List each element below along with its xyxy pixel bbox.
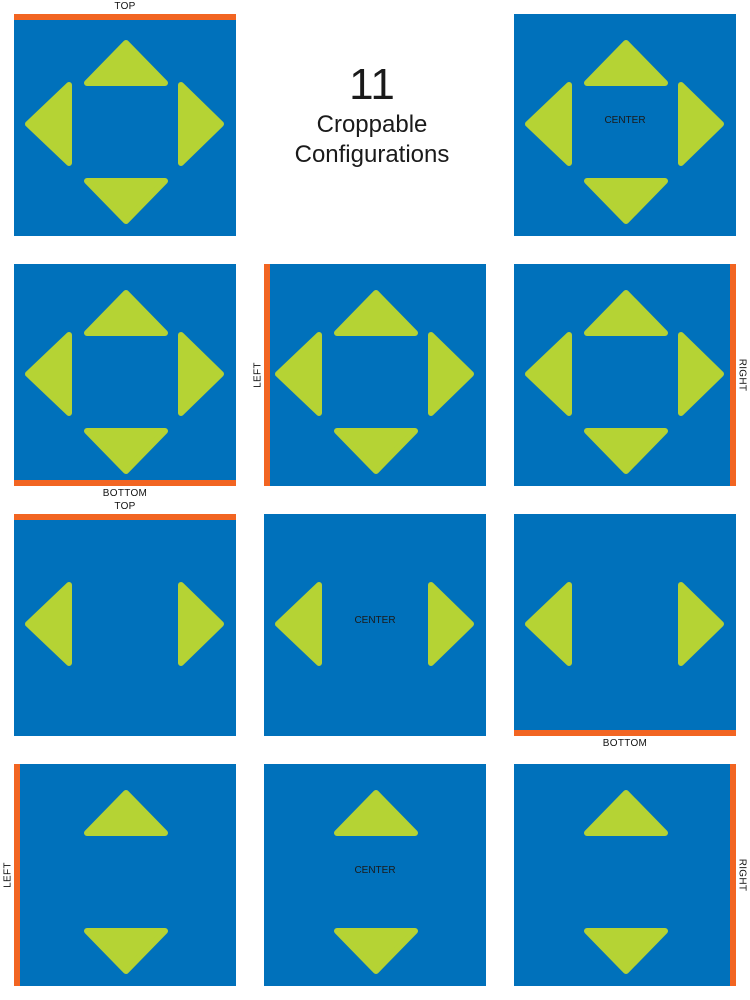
config-tile-four-arrows-bottom (14, 264, 236, 486)
arrow-right-icon (178, 82, 224, 166)
heading-line-1: Croppable (316, 111, 428, 138)
arrow-up-icon (334, 790, 418, 836)
edge-bar-top (14, 14, 236, 20)
config-tile-vertical-arrows-center: CENTER (264, 764, 486, 986)
arrow-left-icon (275, 332, 322, 416)
arrow-right-icon (678, 82, 724, 166)
edge-label-left: LEFT (2, 862, 14, 888)
edge-bar-right (730, 764, 736, 986)
arrows-graphic (25, 40, 224, 224)
arrow-left-icon (25, 82, 72, 166)
edge-bar-top (14, 514, 236, 520)
arrow-right-icon (678, 582, 724, 666)
edge-label-bottom: BOTTOM (602, 738, 648, 749)
arrows-graphic (584, 790, 668, 974)
edge-bar-left (14, 764, 20, 986)
config-tile-four-arrows-top (14, 14, 236, 236)
config-tile-horizontal-arrows-top (14, 514, 236, 736)
arrow-right-icon (678, 332, 724, 416)
arrow-down-icon (334, 428, 418, 474)
arrow-left-icon (525, 332, 572, 416)
arrow-up-icon (334, 290, 418, 336)
edge-bar-bottom (514, 730, 736, 736)
arrow-left-icon (25, 582, 72, 666)
arrow-down-icon (84, 428, 168, 474)
arrow-left-icon (25, 332, 72, 416)
config-tile-vertical-arrows-left (14, 764, 236, 986)
edge-label-right: RIGHT (736, 358, 748, 392)
arrow-up-icon (84, 40, 168, 86)
arrows-graphic (525, 582, 724, 666)
arrow-down-icon (84, 178, 168, 224)
config-tile-four-arrows-center: CENTER (514, 14, 736, 236)
center-label: CENTER (604, 115, 646, 126)
arrow-left-icon (525, 582, 572, 666)
arrows-graphic (25, 582, 224, 666)
arrow-right-icon (178, 582, 224, 666)
config-tile-four-arrows-right (514, 264, 736, 486)
arrow-left-icon (525, 82, 572, 166)
arrow-up-icon (84, 790, 168, 836)
arrows-graphic (275, 582, 474, 666)
heading: 11 Croppable Configurations (252, 60, 492, 170)
config-tile-horizontal-arrows-bottom (514, 514, 736, 736)
edge-label-bottom: BOTTOM (102, 488, 148, 499)
edge-bar-bottom (14, 480, 236, 486)
arrows-graphic (84, 790, 168, 974)
arrow-up-icon (84, 290, 168, 336)
edge-label-top: TOP (114, 1, 136, 12)
edge-label-right: RIGHT (736, 858, 748, 892)
edge-label-top: TOP (114, 501, 136, 512)
arrow-down-icon (334, 928, 418, 974)
arrow-down-icon (584, 428, 668, 474)
arrows-graphic (334, 790, 418, 974)
arrow-left-icon (275, 582, 322, 666)
arrow-down-icon (584, 178, 668, 224)
center-label: CENTER (354, 865, 396, 876)
heading-number: 11 (349, 60, 395, 109)
arrow-up-icon (584, 790, 668, 836)
arrow-right-icon (428, 332, 474, 416)
arrow-down-icon (84, 928, 168, 974)
center-label: CENTER (354, 615, 396, 626)
arrow-up-icon (584, 40, 668, 86)
arrows-graphic (25, 290, 224, 474)
arrows-graphic (275, 290, 474, 474)
config-tile-four-arrows-left (264, 264, 486, 486)
arrow-up-icon (584, 290, 668, 336)
config-tile-vertical-arrows-right (514, 764, 736, 986)
arrow-down-icon (584, 928, 668, 974)
edge-bar-left (264, 264, 270, 486)
config-tile-horizontal-arrows-center: CENTER (264, 514, 486, 736)
arrows-graphic (525, 290, 724, 474)
edge-bar-right (730, 264, 736, 486)
arrow-right-icon (178, 332, 224, 416)
edge-label-left: LEFT (252, 362, 264, 388)
arrows-graphic (525, 40, 724, 224)
arrow-right-icon (428, 582, 474, 666)
heading-line-2: Configurations (294, 141, 450, 168)
